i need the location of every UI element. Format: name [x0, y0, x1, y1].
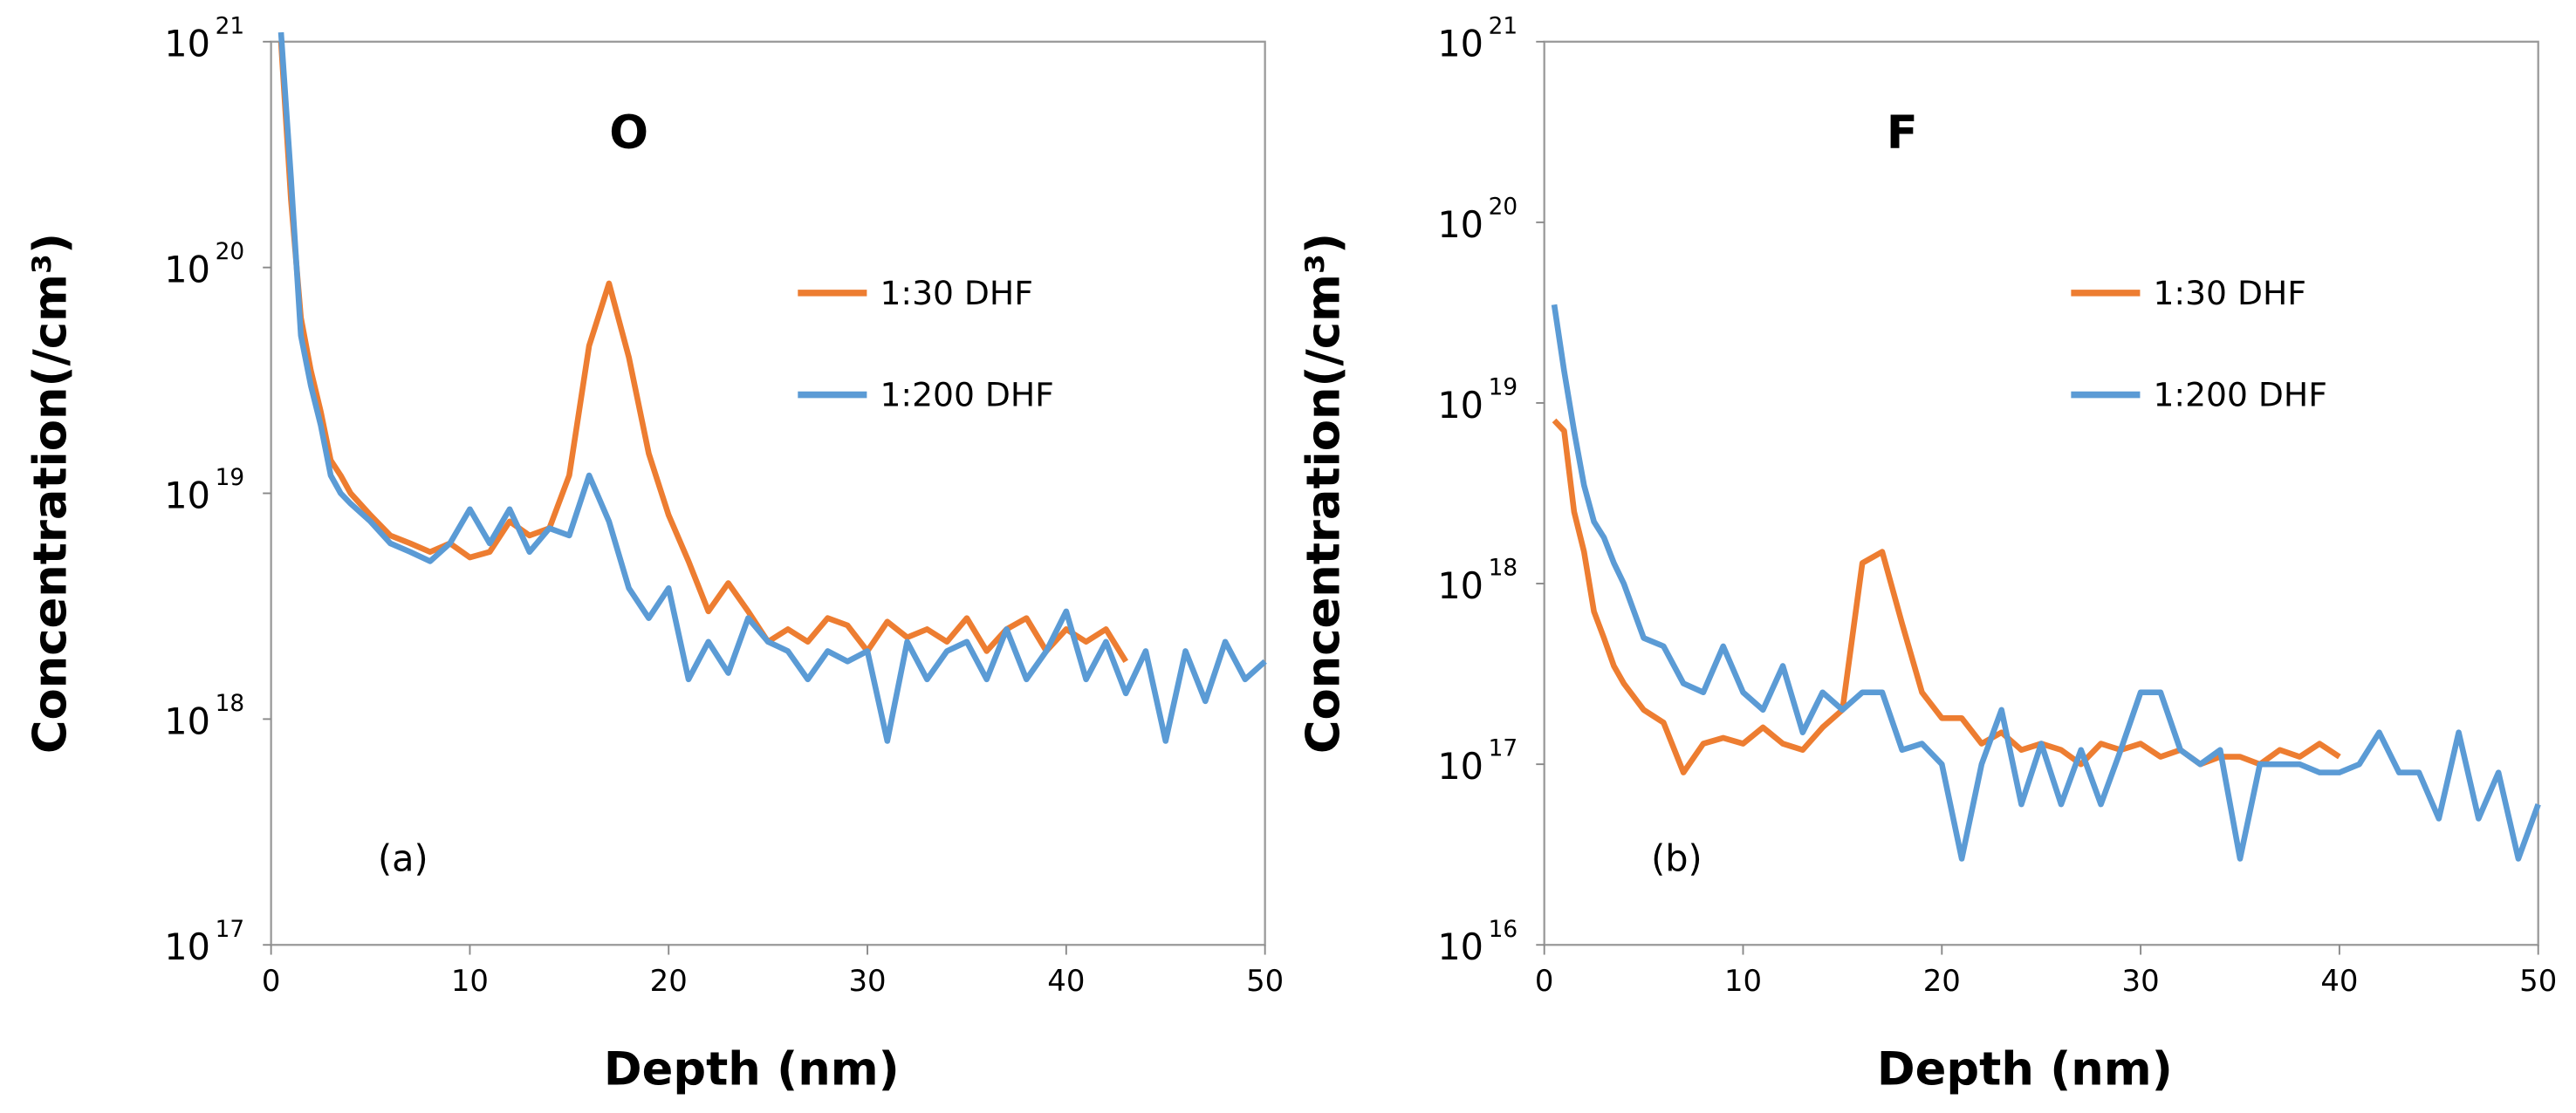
- y-tick-label: 10: [164, 926, 210, 968]
- legend-label: 1:200 DHF: [880, 376, 1053, 414]
- x-tick-label: 10: [1724, 964, 1762, 998]
- y-tick-exponent: 18: [1489, 556, 1518, 582]
- x-axis-label: Depth (nm): [604, 1042, 900, 1096]
- chart-title: O: [609, 106, 648, 160]
- y-tick-exponent: 20: [216, 239, 245, 265]
- y-tick-label: 10: [164, 249, 210, 291]
- y-tick-label: 10: [164, 700, 210, 742]
- y-tick-label: 10: [164, 24, 210, 65]
- series-line: [1552, 418, 2341, 775]
- legend-label: 1:200 DHF: [2153, 376, 2326, 414]
- legend-label: 1:30 DHF: [2153, 274, 2305, 312]
- x-tick-label: 20: [1923, 964, 1961, 998]
- series-line: [1551, 304, 2541, 862]
- series-line: [277, 41, 1128, 664]
- y-tick-exponent: 17: [1489, 736, 1518, 762]
- chart-title: F: [1887, 106, 1918, 160]
- x-tick-label: 40: [2320, 964, 2358, 998]
- x-tick-label: 40: [1047, 964, 1085, 998]
- y-tick-exponent: 19: [1489, 375, 1518, 401]
- y-tick-label: 10: [1437, 565, 1483, 607]
- x-tick-label: 50: [2519, 964, 2557, 998]
- x-tick-label: 20: [650, 964, 688, 998]
- y-tick-exponent: 21: [216, 13, 245, 39]
- x-tick-label: 30: [848, 964, 886, 998]
- plot-frame: [270, 40, 1266, 946]
- y-tick-exponent: 21: [1489, 13, 1518, 39]
- y-tick-exponent: 18: [216, 691, 245, 717]
- x-tick-label: 30: [2122, 964, 2160, 998]
- y-tick-label: 10: [1437, 926, 1483, 968]
- annotation: (a): [378, 838, 428, 880]
- y-tick-exponent: 16: [1489, 917, 1518, 943]
- x-tick-label: 0: [1535, 964, 1554, 998]
- y-tick-exponent: 19: [216, 465, 245, 491]
- y-tick-exponent: 17: [216, 917, 245, 943]
- x-tick-label: 50: [1246, 964, 1284, 998]
- y-tick-exponent: 20: [1489, 194, 1518, 220]
- series-line: [277, 31, 1267, 744]
- y-axis-label: Concentration(/cm³): [24, 233, 77, 754]
- legend-label: 1:30 DHF: [880, 274, 1032, 312]
- x-axis-label: Depth (nm): [1877, 1042, 2173, 1096]
- x-tick-label: 10: [451, 964, 489, 998]
- y-tick-label: 10: [164, 475, 210, 516]
- y-tick-label: 10: [1437, 385, 1483, 427]
- x-tick-label: 0: [262, 964, 281, 998]
- plot-frame: [1543, 40, 2539, 946]
- y-axis-label: Concentration(/cm³): [1297, 233, 1350, 754]
- annotation: (b): [1651, 838, 1702, 880]
- y-tick-label: 10: [1437, 24, 1483, 65]
- y-tick-label: 10: [1437, 204, 1483, 246]
- y-tick-label: 10: [1437, 746, 1483, 788]
